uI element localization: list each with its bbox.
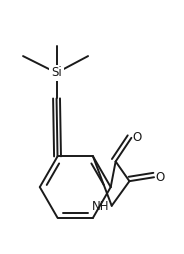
Text: O: O: [132, 131, 142, 144]
Text: O: O: [155, 171, 164, 184]
Text: Si: Si: [51, 66, 62, 79]
Text: NH: NH: [92, 200, 110, 213]
